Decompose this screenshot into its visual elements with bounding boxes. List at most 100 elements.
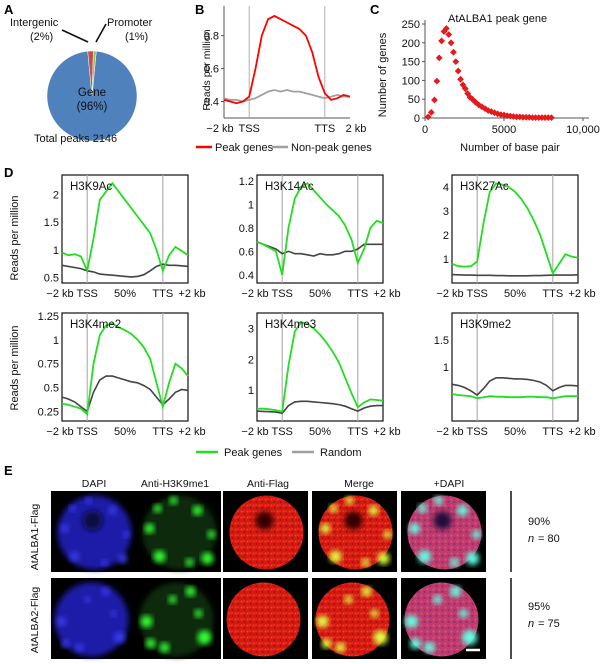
chart-c-point (435, 54, 443, 62)
micro-nucleus (226, 582, 301, 657)
chart-d-xtick-label: −2 kb (46, 426, 73, 438)
micro-spot (60, 524, 69, 533)
pie-slice-gene (46, 50, 138, 142)
chart-d-ytick-label: 2 (443, 230, 449, 242)
micro-spot (316, 615, 329, 628)
micro-nucleus (229, 495, 304, 570)
micro-spot (61, 639, 70, 648)
chart-d-xtick-label: TTS (347, 426, 368, 438)
chart-d-series-random (256, 400, 383, 415)
chart-d-subplot-title: H3K4me3 (265, 319, 316, 331)
chart-b-ytick-label: 0.6 (204, 64, 219, 76)
micro-spot (377, 552, 390, 565)
chart-d-ytick-label: 0.6 (239, 246, 254, 258)
chart-c-xtick-label: 0 (422, 124, 428, 136)
chart-b-xtick-label: TTS (314, 123, 335, 135)
chart-d-series-random (61, 375, 189, 413)
chart-d-ytick-label: 3 (443, 206, 449, 218)
chart-c-point (424, 113, 432, 121)
micro-spot (361, 558, 370, 567)
chart-d-ylabel-bottom: Reads per million (9, 326, 21, 411)
micro-row1-nvalue: = 80 (538, 533, 560, 545)
chart-d-xtick-label: TSS (271, 288, 292, 300)
micro-spot (345, 496, 354, 505)
chart-c-point (491, 109, 498, 117)
micro-nucleolus (82, 510, 103, 531)
micro-row2-pct: 95% (528, 601, 550, 613)
micro-image-row2-flag (223, 578, 308, 659)
chart-d-grid: 0.511.52−2 kb TSS 50% TTS +2 kbH3K9Ac0.40.60… (38, 174, 596, 438)
micro-spot (418, 504, 427, 513)
chart-d-ytick-label: 0.5 (44, 272, 59, 284)
micro-row1-n: n (528, 533, 534, 545)
micro-nucleus (404, 582, 479, 657)
micro-spot (85, 497, 92, 504)
chart-c-point (472, 98, 479, 106)
chart-d-ytick-label: 0.8 (239, 223, 254, 235)
micro-row2-label: AtALBA2-Flag (29, 587, 41, 654)
micro-spot (201, 552, 214, 565)
legend-d-random-label: Random (320, 447, 362, 459)
chart-d-xtick-label: TTS (542, 288, 563, 300)
micro-spot (418, 550, 431, 563)
micro-spot (145, 638, 156, 649)
micro-image-row1-dapi (51, 491, 136, 572)
micro-spot (159, 642, 170, 653)
micro-spot (329, 550, 342, 563)
chart-d-subplot-title: H3K9me2 (460, 319, 511, 331)
chart-b-ytick-label: 0.8 (204, 31, 219, 43)
chart-d-ytick-label: 1 (248, 199, 254, 211)
micro-image-row1-merge (312, 491, 397, 572)
chart-d-series-random (451, 376, 579, 397)
micro-spot (123, 531, 130, 538)
pie-leader-promoter (95, 23, 107, 43)
chart-d-ytick-label: 0.25 (38, 406, 59, 418)
chart-c: 0 50 100 150 200 250 0 5000 10,000 (402, 19, 600, 136)
chart-d-ytick-label: 1 (53, 335, 59, 347)
chart-b-ytick-label: 0.4 (204, 97, 219, 109)
panel-label-a: A (4, 2, 14, 17)
chart-d-series-peak (257, 321, 384, 413)
micro-spot (466, 552, 479, 565)
panel-label-b: B (195, 2, 204, 17)
micro-nucleus (54, 582, 129, 657)
micro-spot (169, 496, 178, 505)
chart-b-xtick-label: 2 kb (346, 123, 367, 135)
pie-pct-gene: (96%) (77, 101, 108, 113)
micro-spot (409, 523, 420, 534)
chart-d-xtick-label: 50% (309, 426, 331, 438)
chart-d-series-peak (61, 181, 189, 274)
microscopy-panel (51, 491, 486, 659)
micro-row1-label: AtALBA1-Flag (29, 504, 41, 571)
pie-pct-intergenic: (2%) (30, 31, 53, 43)
micro-spot (450, 586, 461, 597)
chart-d-series-peak (256, 182, 384, 276)
micro-nucleus (139, 582, 214, 657)
micro-spot (153, 550, 166, 563)
chart-c-point (438, 37, 445, 45)
chart-d-xtick-label: TSS (271, 426, 292, 438)
chart-d-ytick-label: 2 (53, 189, 59, 201)
micro-spot (192, 505, 203, 516)
micro-spot (459, 609, 468, 618)
chart-d-xtick-label: +2 kb (568, 426, 595, 438)
chart-c-title: AtALBA1 peak gene (448, 13, 547, 25)
chart-b: 0.4 0.6 0.8 −2 kb TSS TTS 2 kb (204, 6, 367, 135)
pie-leader-intergenic (61, 29, 89, 43)
micro-spot (194, 609, 203, 618)
chart-d-xtick-label: TSS (466, 426, 487, 438)
micro-nucleus (315, 582, 390, 657)
micro-spot (168, 595, 177, 604)
chart-c-ylabel: Number of genes (377, 32, 389, 117)
micro-spot (84, 596, 91, 603)
chart-d-xtick-label: −2 kb (241, 288, 268, 300)
pie-caption: Total peaks 2146 (34, 133, 117, 145)
chart-d-xtick-label: +2 kb (178, 288, 205, 300)
chart-b-ylabel: Reads per million (201, 29, 213, 110)
chart-c-point (516, 113, 524, 121)
micro-image-row1-flag (223, 491, 308, 572)
chart-c-point (457, 75, 464, 83)
chart-d-xtick-label: TSS (466, 288, 487, 300)
micro-row2-n: n (528, 618, 534, 630)
